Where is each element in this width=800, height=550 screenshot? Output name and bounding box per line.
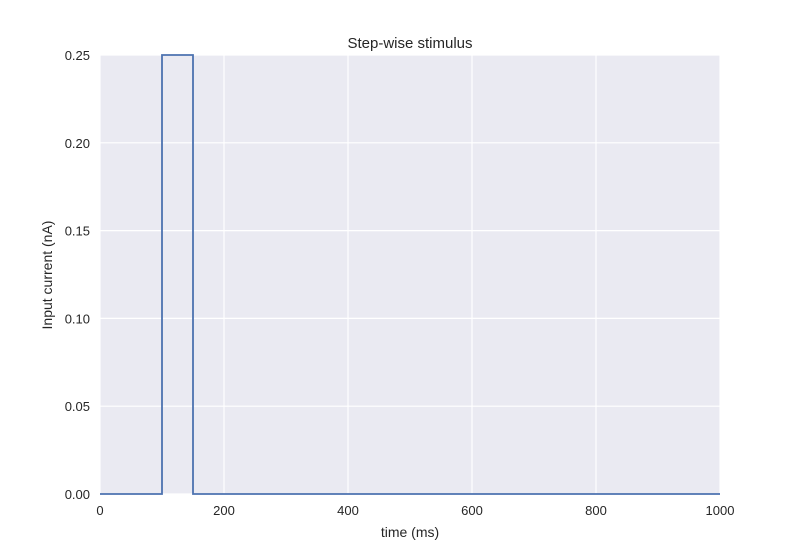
x-tick-label: 600 <box>461 503 483 518</box>
y-tick-label: 0.10 <box>65 311 90 326</box>
plot-area <box>100 55 720 494</box>
series-layer <box>100 54 720 495</box>
chart-title: Step-wise stimulus <box>347 35 472 52</box>
y-tick-label: 0.15 <box>65 224 90 239</box>
series-line-0 <box>100 54 720 495</box>
x-tick-label: 1000 <box>706 503 735 518</box>
y-tick-label: 0.05 <box>65 399 90 414</box>
x-tick-label: 200 <box>213 503 235 518</box>
x-tick-label: 800 <box>585 503 607 518</box>
y-tick-labels: 0.00 0.05 0.10 0.15 0.20 0.25 <box>65 48 90 502</box>
y-tick-label: 0.20 <box>65 136 90 151</box>
x-tick-label: 0 <box>96 503 103 518</box>
x-tick-labels: 0 200 400 600 800 1000 <box>96 503 734 518</box>
x-axis-label: time (ms) <box>381 524 439 540</box>
x-tick-label: 400 <box>337 503 359 518</box>
y-axis-label: Input current (nA) <box>39 221 55 330</box>
y-tick-label: 0.00 <box>65 487 90 502</box>
grid-lines <box>99 54 721 495</box>
y-tick-label: 0.25 <box>65 48 90 63</box>
